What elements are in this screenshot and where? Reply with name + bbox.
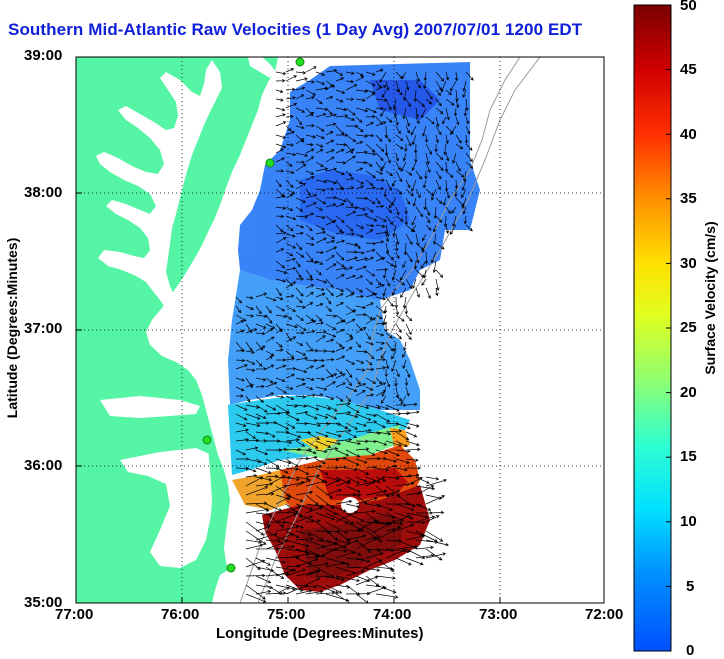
station-marker	[226, 563, 236, 573]
colorbar-tick-label: 40	[680, 126, 697, 143]
y-tick-label: 38:00	[24, 184, 63, 201]
y-tick-label: 37:00	[24, 320, 63, 337]
colorbar-tick-label: 20	[680, 384, 697, 401]
outer-banks	[206, 446, 220, 560]
x-tick-label: 74:00	[373, 606, 412, 623]
albemarle-sound	[100, 396, 200, 418]
colorbar-tick-label: 30	[680, 255, 697, 272]
y-tick-label: 39:00	[24, 47, 63, 64]
velocity-vectors	[235, 66, 474, 603]
grid	[76, 57, 604, 603]
y-axis-label: Latitude (Degrees:Minutes)	[4, 237, 20, 419]
colorbar-tick-label: 45	[680, 61, 697, 78]
y-tick-label: 36:00	[24, 457, 63, 474]
pamlico-sound	[120, 448, 216, 568]
x-axis-label: Longitude (Degrees:Minutes)	[216, 625, 424, 642]
station-marker	[295, 57, 305, 67]
x-tick-label: 75:00	[267, 606, 306, 623]
colorbar	[633, 4, 672, 652]
delaware-bay	[248, 57, 276, 78]
axis-ticks	[76, 192, 501, 603]
x-tick-label: 76:00	[161, 606, 200, 623]
colorbar-label: Surface Velocity (cm/s)	[702, 221, 718, 375]
colorbar-ticks	[666, 4, 671, 587]
chesapeake-bay	[96, 60, 222, 318]
x-tick-label: 73:00	[479, 606, 518, 623]
colorbar-tick-label: 25	[680, 319, 697, 336]
colorbar-tick-label: 35	[680, 190, 697, 207]
x-tick-label: 77:00	[55, 606, 94, 623]
colorbar-tick-label: 10	[680, 513, 697, 530]
colorbar-tick-label: 50	[680, 0, 697, 14]
colorbar-tick-label: 5	[686, 578, 695, 595]
station-marker	[202, 435, 212, 445]
velocity-arrow-set	[235, 66, 474, 603]
colorbar-tick-label: 0	[686, 642, 695, 659]
x-tick-label: 72:00	[585, 606, 624, 623]
colorbar-tick-label: 15	[680, 448, 697, 465]
y-tick-label: 35:00	[24, 594, 63, 611]
map-title: Southern Mid-Atlantic Raw Velocities (1 …	[8, 20, 583, 39]
station-marker	[265, 158, 275, 168]
